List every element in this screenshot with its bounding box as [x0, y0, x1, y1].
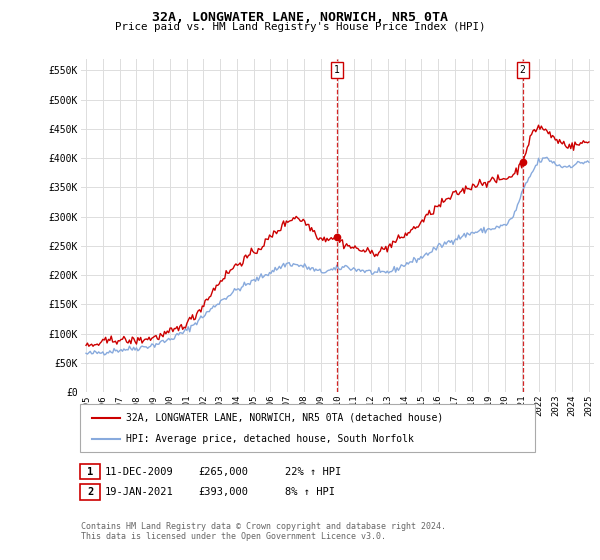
Text: 1: 1 [334, 64, 340, 74]
Text: 2: 2 [520, 64, 526, 74]
Text: 32A, LONGWATER LANE, NORWICH, NR5 0TA (detached house): 32A, LONGWATER LANE, NORWICH, NR5 0TA (d… [126, 413, 443, 423]
Text: Price paid vs. HM Land Registry's House Price Index (HPI): Price paid vs. HM Land Registry's House … [115, 22, 485, 32]
Text: 2: 2 [87, 487, 93, 497]
Text: 19-JAN-2021: 19-JAN-2021 [105, 487, 174, 497]
Text: £393,000: £393,000 [198, 487, 248, 497]
Text: Contains HM Land Registry data © Crown copyright and database right 2024.
This d: Contains HM Land Registry data © Crown c… [81, 522, 446, 542]
Text: 32A, LONGWATER LANE, NORWICH, NR5 0TA: 32A, LONGWATER LANE, NORWICH, NR5 0TA [152, 11, 448, 24]
Text: 11-DEC-2009: 11-DEC-2009 [105, 466, 174, 477]
Text: 1: 1 [87, 466, 93, 477]
Text: £265,000: £265,000 [198, 466, 248, 477]
Text: 22% ↑ HPI: 22% ↑ HPI [285, 466, 341, 477]
Text: 8% ↑ HPI: 8% ↑ HPI [285, 487, 335, 497]
Text: HPI: Average price, detached house, South Norfolk: HPI: Average price, detached house, Sout… [126, 435, 414, 444]
